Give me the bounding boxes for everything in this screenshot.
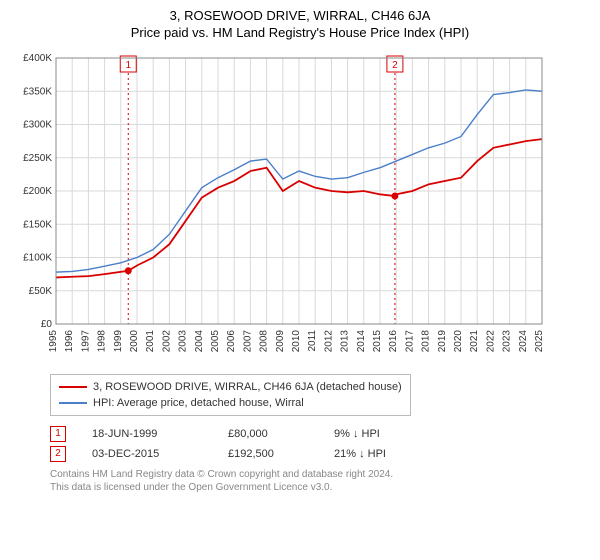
chart-subtitle: Price paid vs. HM Land Registry's House … (10, 25, 590, 40)
svg-text:1: 1 (125, 60, 131, 71)
address-title: 3, ROSEWOOD DRIVE, WIRRAL, CH46 6JA (10, 8, 590, 23)
svg-text:2019: 2019 (437, 330, 448, 353)
sale-row: 2 03-DEC-2015 £192,500 21% ↓ HPI (50, 444, 590, 464)
svg-text:2006: 2006 (226, 330, 237, 353)
svg-text:1998: 1998 (97, 330, 108, 353)
sale-marker-icon: 2 (50, 446, 66, 462)
svg-text:2000: 2000 (129, 330, 140, 353)
svg-text:£100K: £100K (23, 253, 52, 264)
sale-price: £192,500 (228, 448, 308, 460)
svg-text:2011: 2011 (307, 330, 318, 352)
svg-text:2020: 2020 (453, 330, 464, 353)
svg-text:2025: 2025 (534, 330, 545, 353)
footnote-line1: Contains HM Land Registry data © Crown c… (50, 468, 590, 481)
legend-label: 3, ROSEWOOD DRIVE, WIRRAL, CH46 6JA (det… (93, 381, 402, 393)
svg-text:2018: 2018 (421, 330, 432, 353)
svg-text:2003: 2003 (178, 330, 189, 353)
svg-text:2001: 2001 (145, 330, 156, 353)
legend: 3, ROSEWOOD DRIVE, WIRRAL, CH46 6JA (det… (50, 374, 411, 416)
sale-date: 18-JUN-1999 (92, 428, 202, 440)
legend-swatch (59, 386, 87, 388)
sale-price: £80,000 (228, 428, 308, 440)
sales-table: 1 18-JUN-1999 £80,000 9% ↓ HPI 2 03-DEC-2015 £… (50, 424, 590, 464)
svg-text:2014: 2014 (356, 330, 367, 353)
svg-text:2021: 2021 (469, 330, 480, 353)
svg-text:2016: 2016 (388, 330, 399, 353)
svg-text:2017: 2017 (404, 330, 415, 353)
sale-row: 1 18-JUN-1999 £80,000 9% ↓ HPI (50, 424, 590, 444)
svg-text:£350K: £350K (23, 86, 52, 97)
legend-row: 3, ROSEWOOD DRIVE, WIRRAL, CH46 6JA (det… (59, 379, 402, 395)
svg-text:£300K: £300K (23, 120, 52, 131)
svg-text:1995: 1995 (48, 330, 59, 353)
svg-text:1999: 1999 (113, 330, 124, 353)
svg-text:£50K: £50K (29, 286, 53, 297)
sale-marker-icon: 1 (50, 426, 66, 442)
svg-text:2024: 2024 (518, 330, 529, 353)
svg-text:2: 2 (392, 60, 398, 71)
svg-text:2002: 2002 (161, 330, 172, 353)
svg-text:£200K: £200K (23, 186, 52, 197)
svg-text:2015: 2015 (372, 330, 383, 353)
sale-hpi-delta: 9% ↓ HPI (334, 428, 380, 440)
svg-text:2013: 2013 (340, 330, 351, 353)
svg-text:2012: 2012 (323, 330, 334, 353)
svg-text:1997: 1997 (80, 330, 91, 353)
sale-date: 03-DEC-2015 (92, 448, 202, 460)
legend-row: HPI: Average price, detached house, Wirr… (59, 395, 402, 411)
legend-label: HPI: Average price, detached house, Wirr… (93, 397, 304, 409)
svg-text:2004: 2004 (194, 330, 205, 353)
svg-text:1996: 1996 (64, 330, 75, 353)
svg-text:2009: 2009 (275, 330, 286, 353)
legend-swatch (59, 402, 87, 404)
svg-text:2005: 2005 (210, 330, 221, 353)
svg-text:2023: 2023 (502, 330, 513, 353)
svg-text:£400K: £400K (23, 53, 52, 64)
svg-text:£250K: £250K (23, 153, 52, 164)
price-chart: £0 £50K £100K £150K £200K £250K £300K £350K £400… (10, 46, 550, 366)
svg-text:£0: £0 (41, 319, 53, 330)
svg-text:2010: 2010 (291, 330, 302, 353)
footnote: Contains HM Land Registry data © Crown c… (50, 468, 590, 494)
footnote-line2: This data is licensed under the Open Gov… (50, 481, 590, 494)
svg-text:2008: 2008 (259, 330, 270, 353)
svg-text:£150K: £150K (23, 219, 52, 230)
svg-text:2022: 2022 (485, 330, 496, 353)
sale-hpi-delta: 21% ↓ HPI (334, 448, 386, 460)
svg-text:2007: 2007 (242, 330, 253, 353)
